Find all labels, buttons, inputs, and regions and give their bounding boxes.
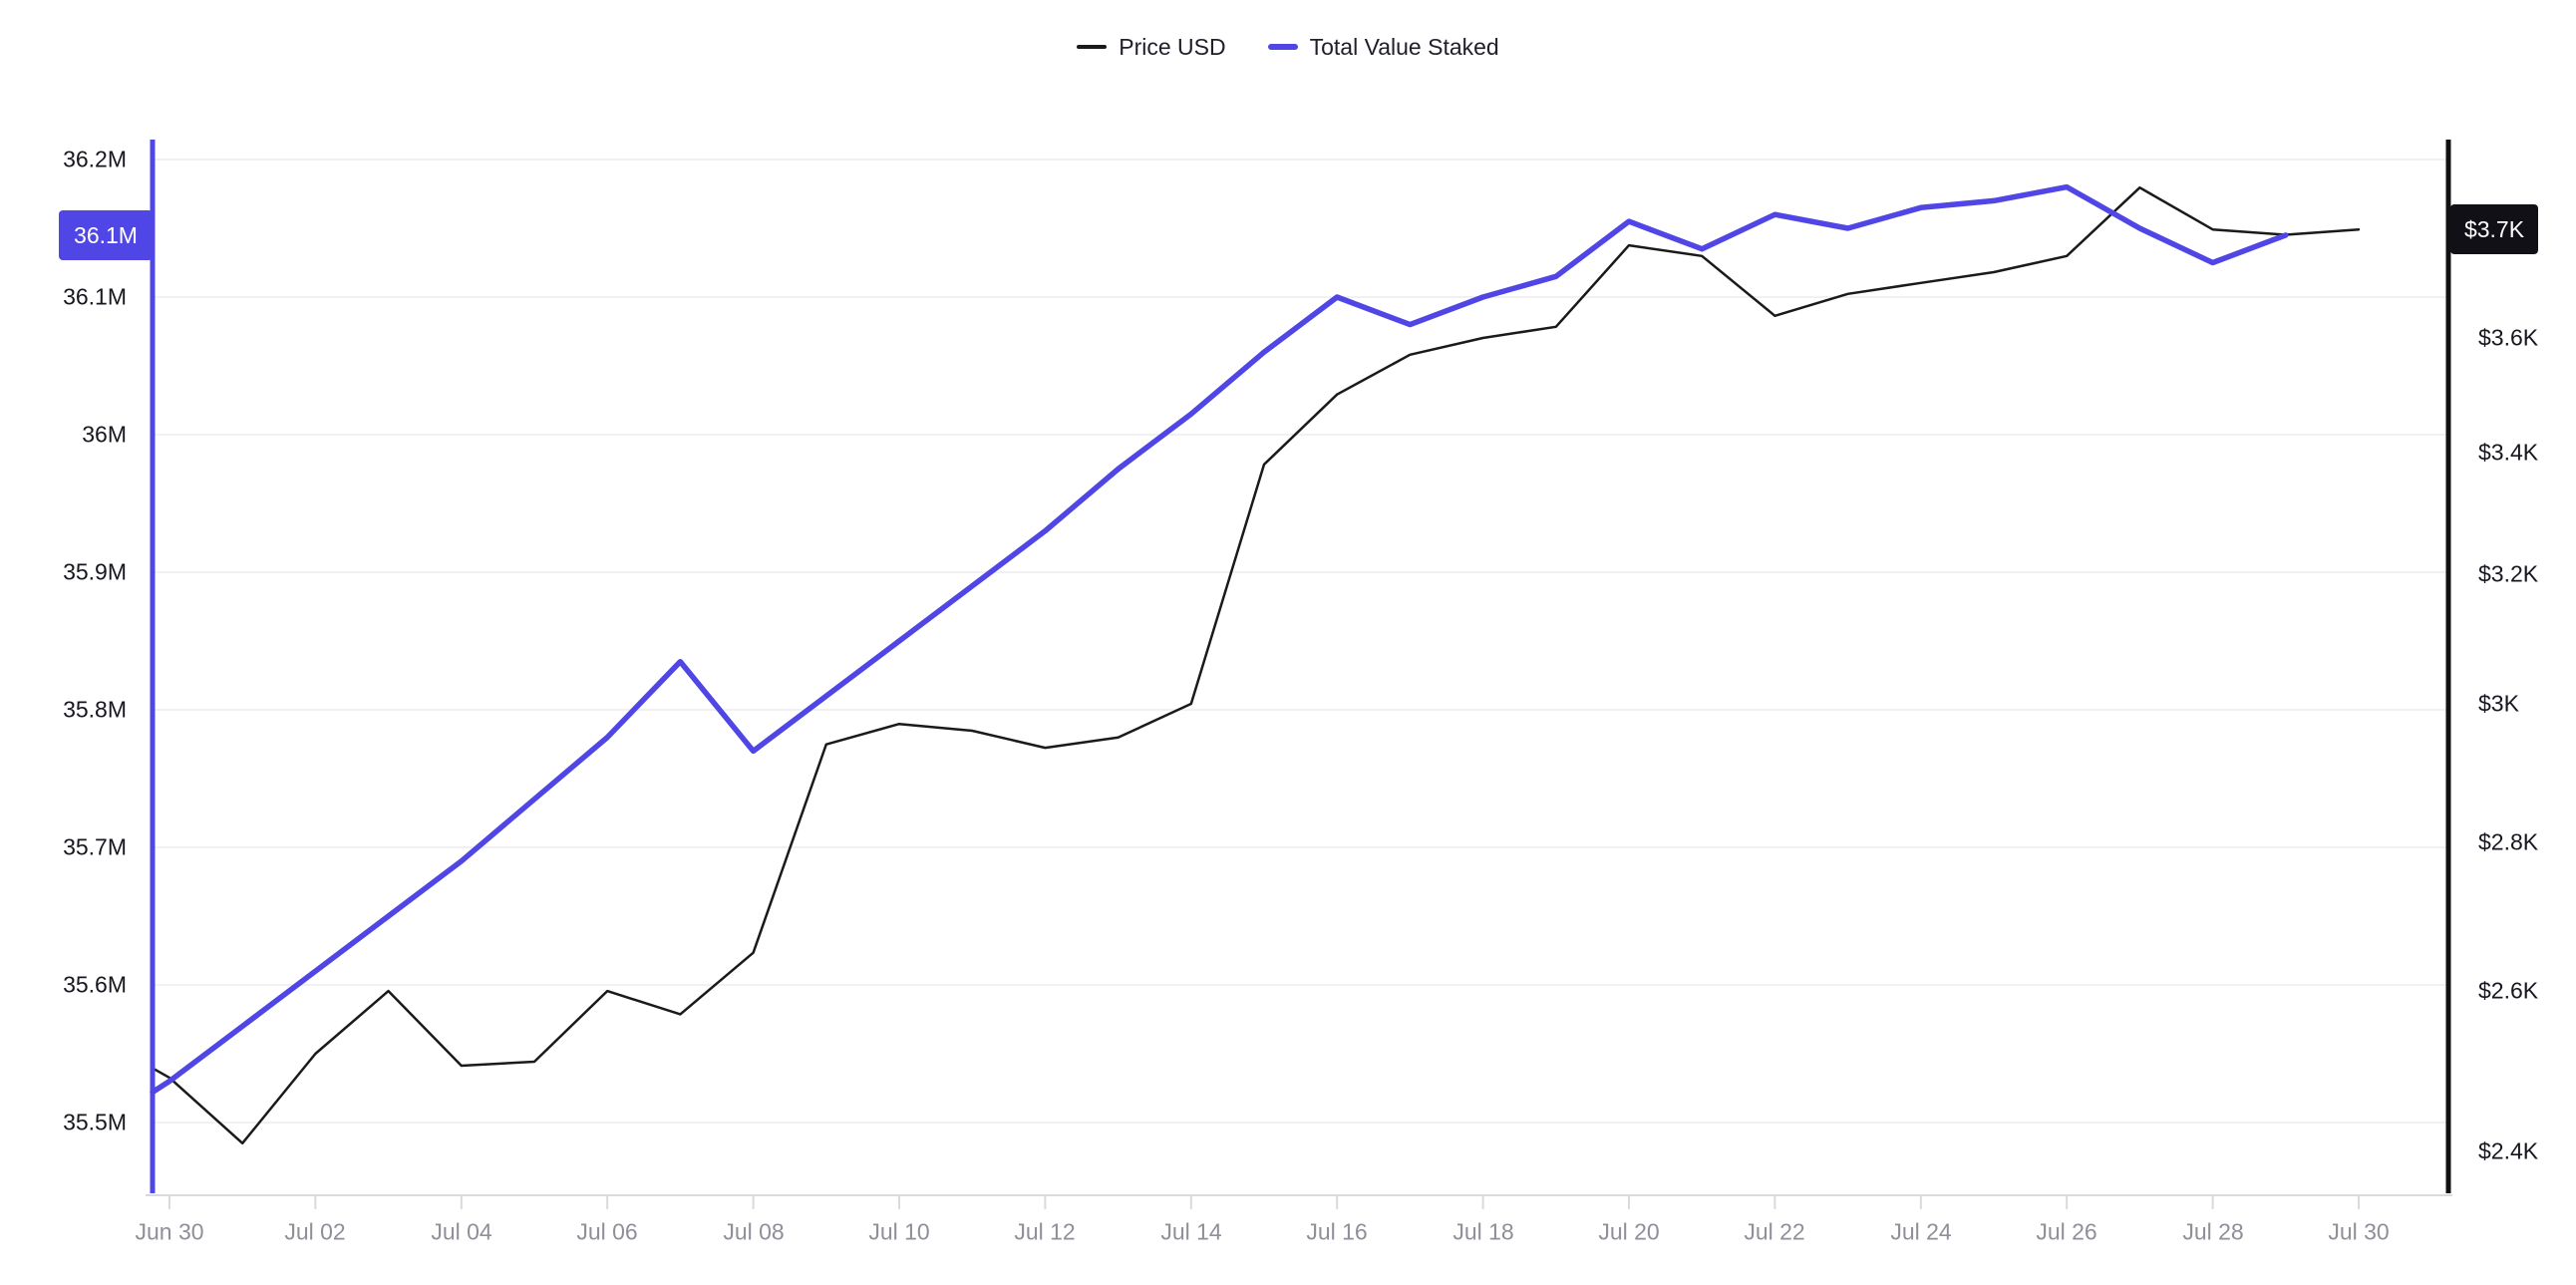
- right-y-axis-label: $3.4K: [2478, 439, 2539, 466]
- chart-legend: Price USD Total Value Staked: [0, 30, 2576, 64]
- price-line-swatch-icon: [1077, 45, 1108, 49]
- x-axis-label: Jul 06: [576, 1218, 638, 1245]
- x-axis-label: Jul 08: [723, 1218, 785, 1245]
- left-y-axis-label: 35.5M: [63, 1109, 127, 1135]
- x-axis-label: Jul 10: [868, 1218, 930, 1245]
- right-y-axis-label: $2.6K: [2478, 977, 2539, 1004]
- legend-label: Price USD: [1119, 33, 1226, 60]
- x-axis-label: Jul 20: [1598, 1218, 1660, 1245]
- right-y-axis-label: $3K: [2478, 690, 2519, 717]
- x-axis-label: Jul 18: [1452, 1218, 1514, 1245]
- right-axis-value-badge: $3.7K: [2450, 204, 2538, 254]
- legend-label: Total Value Staked: [1309, 33, 1499, 60]
- series-line-price-usd: [151, 185, 2361, 1145]
- left-y-axis-label: 35.9M: [63, 558, 127, 585]
- series-line-total-value-staked: [150, 183, 2289, 1096]
- right-y-axis-label: $2.8K: [2478, 828, 2539, 855]
- right-y-axis-label: $3.2K: [2478, 560, 2539, 587]
- left-y-axis-label: 35.8M: [63, 696, 127, 723]
- x-axis-label: Jul 30: [2328, 1218, 2390, 1245]
- x-axis-label: Jul 02: [284, 1218, 346, 1245]
- x-axis-label: Jul 28: [2182, 1218, 2244, 1245]
- tvs-line-swatch-icon: [1267, 44, 1298, 50]
- x-axis-label: Jun 30: [135, 1218, 204, 1245]
- x-axis-label: Jul 26: [2036, 1218, 2097, 1245]
- left-axis-value-badge: 36.1M: [59, 210, 153, 260]
- left-y-axis-label: 35.6M: [63, 971, 127, 998]
- x-axis-label: Jul 04: [431, 1218, 492, 1245]
- right-y-axis-label: $3.6K: [2478, 324, 2539, 351]
- x-axis-label: Jul 14: [1160, 1218, 1222, 1245]
- x-axis-label: Jul 24: [1890, 1218, 1952, 1245]
- x-axis-label: Jul 16: [1306, 1218, 1368, 1245]
- x-axis-label: Jul 12: [1014, 1218, 1076, 1245]
- left-y-axis-label: 36M: [82, 421, 127, 448]
- x-axis-label: Jul 22: [1744, 1218, 1805, 1245]
- left-y-axis-label: 35.7M: [63, 833, 127, 860]
- left-y-axis-label: 36.2M: [63, 146, 127, 172]
- legend-item-total-value-staked[interactable]: Total Value Staked: [1267, 33, 1499, 61]
- legend-item-price-usd[interactable]: Price USD: [1077, 33, 1226, 61]
- right-y-axis-label: $2.4K: [2478, 1137, 2539, 1164]
- left-y-axis-label: 36.1M: [63, 283, 127, 310]
